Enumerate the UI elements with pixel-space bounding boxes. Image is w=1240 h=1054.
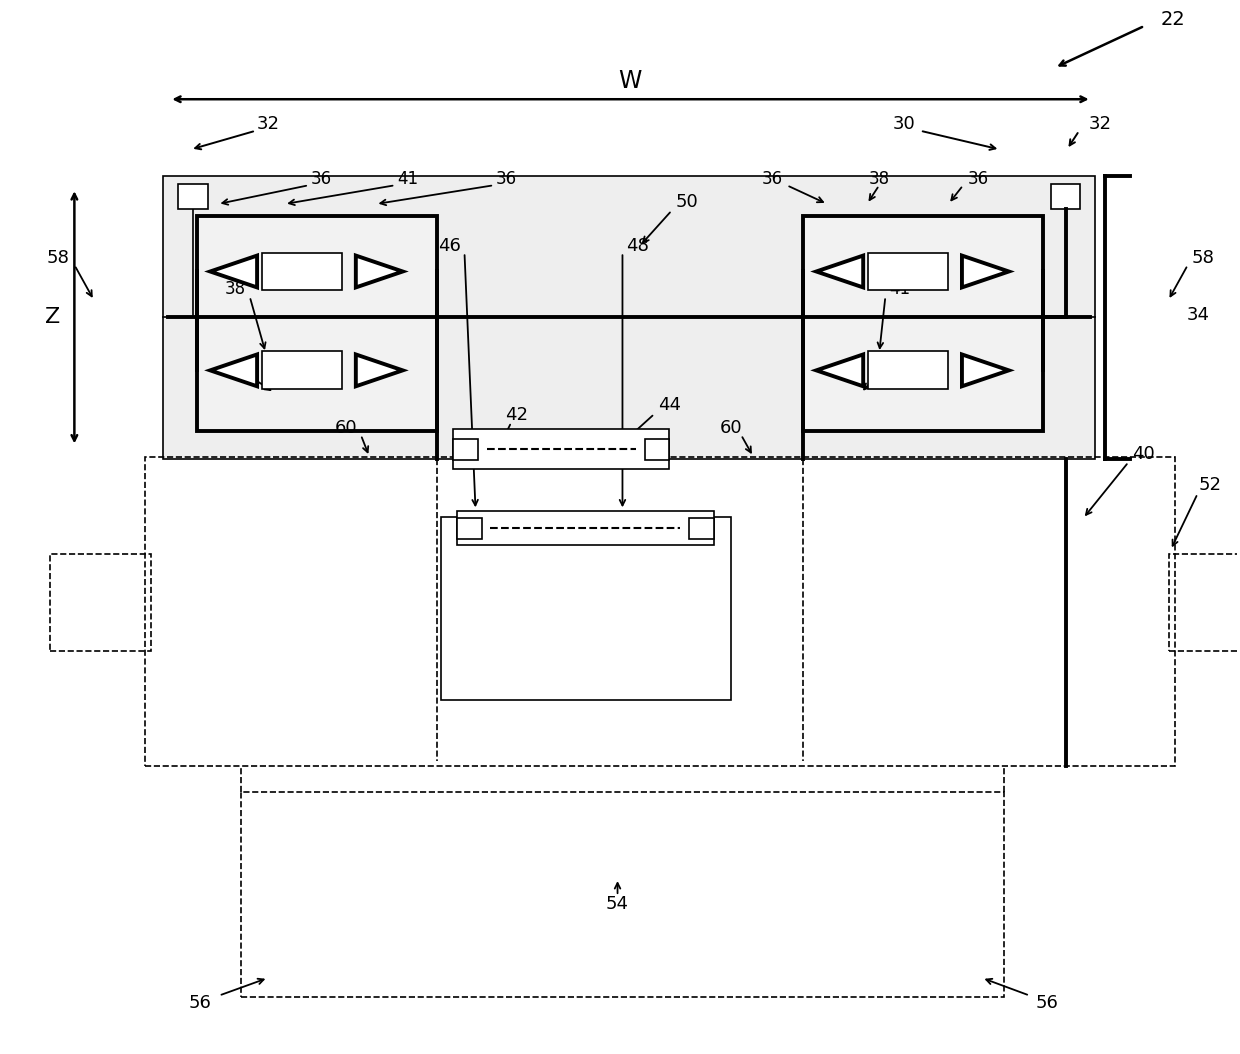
Bar <box>868 253 949 290</box>
Bar <box>262 253 342 290</box>
Text: 32: 32 <box>1089 115 1112 134</box>
Text: 38: 38 <box>869 170 890 188</box>
Text: 50: 50 <box>676 193 698 211</box>
Bar <box>262 351 342 389</box>
Bar <box>454 429 670 469</box>
Text: 32: 32 <box>257 115 280 134</box>
Bar <box>1050 184 1080 210</box>
Bar <box>1169 554 1240 650</box>
Text: 36: 36 <box>311 170 332 188</box>
Polygon shape <box>962 354 1009 387</box>
Polygon shape <box>962 255 1009 288</box>
Text: 40: 40 <box>1132 445 1154 463</box>
Bar <box>164 176 1095 458</box>
Bar <box>197 216 438 430</box>
Text: 54: 54 <box>606 896 629 914</box>
Bar <box>458 518 482 539</box>
Text: 36: 36 <box>878 363 899 380</box>
Bar <box>689 518 714 539</box>
Bar <box>50 554 151 650</box>
Polygon shape <box>210 354 257 387</box>
Text: 38: 38 <box>224 280 246 298</box>
Bar <box>454 438 479 460</box>
Text: 58: 58 <box>47 249 69 267</box>
Bar <box>458 511 714 545</box>
Text: 56: 56 <box>1035 994 1059 1012</box>
Text: 48: 48 <box>626 237 649 255</box>
Bar <box>441 516 732 700</box>
Text: 36: 36 <box>761 170 782 188</box>
Text: 41: 41 <box>397 170 418 188</box>
Polygon shape <box>356 354 403 387</box>
Polygon shape <box>816 354 863 387</box>
Text: 58: 58 <box>1192 249 1214 267</box>
Text: 36: 36 <box>967 170 988 188</box>
Bar <box>179 184 207 210</box>
Bar <box>145 456 1176 766</box>
Text: 36: 36 <box>496 170 517 188</box>
Bar <box>645 438 670 460</box>
Bar <box>241 793 1004 997</box>
Text: W: W <box>619 70 641 94</box>
Text: 42: 42 <box>505 406 528 424</box>
Bar <box>868 351 949 389</box>
Text: 44: 44 <box>658 396 681 414</box>
Text: 52: 52 <box>1199 476 1221 494</box>
Text: 36: 36 <box>229 363 250 380</box>
Polygon shape <box>816 255 863 288</box>
Text: 34: 34 <box>1187 307 1209 325</box>
Text: 60: 60 <box>335 419 357 437</box>
Text: 30: 30 <box>893 115 915 134</box>
Text: Z: Z <box>45 308 60 328</box>
Bar <box>802 216 1043 430</box>
Text: 41: 41 <box>889 280 911 298</box>
Polygon shape <box>356 255 403 288</box>
Text: 46: 46 <box>438 237 461 255</box>
Polygon shape <box>210 255 257 288</box>
Text: 60: 60 <box>719 419 743 437</box>
Text: 56: 56 <box>188 994 212 1012</box>
Text: 22: 22 <box>1161 11 1185 30</box>
